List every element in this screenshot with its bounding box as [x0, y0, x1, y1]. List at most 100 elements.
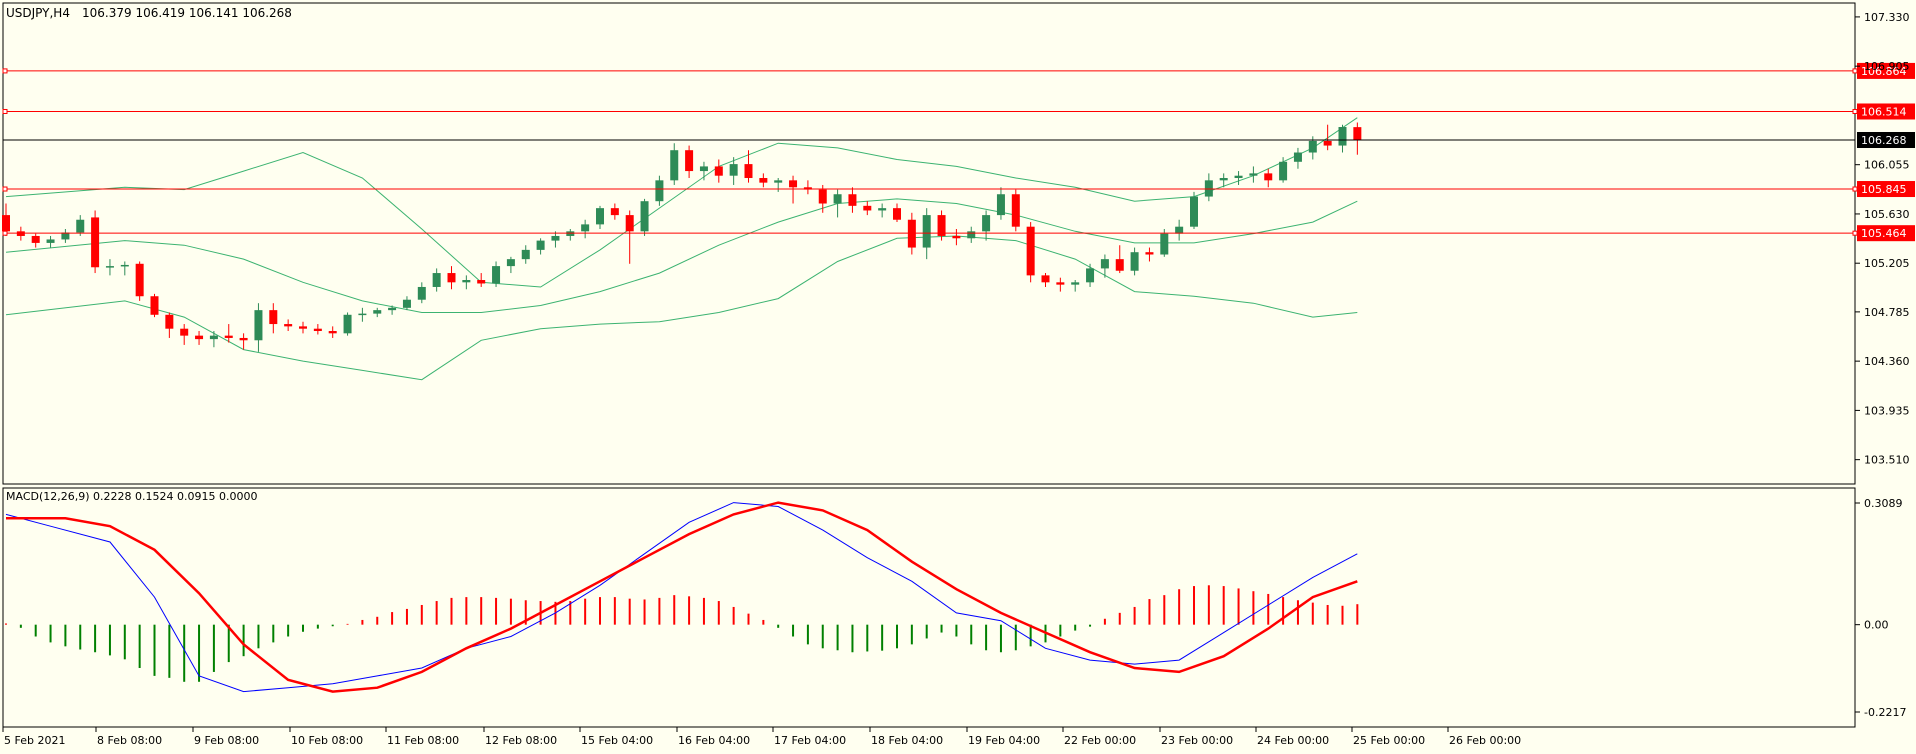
candle: [477, 273, 486, 287]
candle: [2, 203, 10, 236]
level-anchor[interactable]: [1852, 108, 1858, 114]
candle: [1056, 277, 1065, 292]
candle-body: [610, 208, 619, 216]
candle-body: [180, 328, 189, 336]
candle: [284, 319, 293, 332]
candle: [299, 321, 307, 334]
candle: [655, 175, 664, 206]
time-tick-label: 11 Feb 08:00: [387, 734, 459, 747]
candle: [1234, 171, 1243, 185]
time-tick-label: 10 Feb 08:00: [291, 734, 363, 747]
candle-body: [2, 215, 10, 232]
level-anchor[interactable]: [2, 108, 8, 114]
candle-body: [893, 208, 901, 220]
candle-body: [447, 273, 456, 283]
candle-body: [759, 178, 768, 183]
candle-body: [91, 217, 100, 268]
candle-body: [506, 259, 515, 267]
level-anchor[interactable]: [1852, 230, 1858, 236]
candle: [937, 210, 946, 241]
candle: [209, 331, 218, 348]
candle: [180, 324, 189, 345]
level-price-label: 106.514: [1861, 105, 1907, 118]
candle: [1279, 157, 1288, 183]
candle-body: [789, 180, 798, 188]
candle-body: [581, 224, 590, 232]
candle: [373, 307, 382, 318]
candle-body: [1204, 180, 1213, 197]
candle-body: [685, 150, 694, 172]
candle: [1338, 124, 1347, 153]
candle-body: [224, 335, 233, 338]
candle-body: [937, 215, 946, 236]
candle: [774, 178, 783, 192]
candle-body: [655, 180, 664, 202]
candle-body: [46, 239, 55, 243]
level-price-label: 106.864: [1861, 65, 1907, 78]
symbol-label: USDJPY,H4: [6, 6, 70, 20]
candle-body: [239, 337, 248, 341]
candle-body: [402, 299, 411, 308]
candle: [358, 307, 367, 322]
time-tick-label: 15 Feb 04:00: [581, 734, 653, 747]
candle: [1145, 247, 1154, 262]
candle: [165, 312, 174, 338]
level-anchor[interactable]: [2, 68, 8, 74]
level-anchor[interactable]: [1852, 68, 1858, 74]
candle-body: [492, 266, 501, 284]
price-tick-label: 104.785: [1864, 306, 1910, 319]
time-tick-label: 17 Feb 04:00: [774, 734, 846, 747]
candle: [1293, 147, 1302, 169]
candle-body: [328, 331, 337, 334]
candle: [848, 187, 857, 213]
candle-body: [1041, 275, 1050, 283]
current-price-label: 106.268: [1861, 134, 1907, 147]
candle: [625, 210, 634, 264]
candle: [343, 312, 352, 336]
candle-body: [284, 324, 293, 327]
candle: [982, 210, 991, 241]
level-anchor[interactable]: [2, 230, 8, 236]
candle-body: [254, 310, 263, 341]
price-tick-label: 103.935: [1864, 404, 1910, 417]
candle-body: [76, 219, 85, 233]
bollinger-middle-band: [5, 198, 1358, 313]
candle-body: [922, 215, 931, 248]
candle-body: [1234, 175, 1243, 179]
macd-panel-frame: [2, 487, 1856, 728]
candle: [536, 238, 545, 255]
candle: [388, 305, 397, 315]
candle-body: [551, 235, 560, 241]
time-tick-label: 12 Feb 08:00: [485, 734, 557, 747]
level-anchor[interactable]: [1852, 186, 1858, 192]
candle-body: [61, 232, 70, 240]
candle-body: [1264, 173, 1273, 181]
candle-body: [1279, 161, 1288, 181]
candle: [462, 275, 471, 290]
candle-body: [1071, 282, 1080, 285]
candle-body: [150, 296, 159, 315]
candle: [803, 180, 812, 195]
candle: [581, 219, 590, 239]
level-price-label: 105.845: [1861, 183, 1907, 196]
candle-body: [596, 208, 604, 225]
price-panel-frame: [2, 2, 1856, 485]
candle-body: [1100, 259, 1109, 269]
candle-body: [31, 235, 40, 243]
candle-body: [625, 215, 634, 232]
price-tick-label: 106.055: [1864, 159, 1910, 172]
candle-body: [640, 201, 649, 232]
macd-tick-label: 0.00: [1864, 619, 1889, 632]
candle: [1204, 173, 1213, 202]
candle-body: [803, 187, 812, 190]
candle-body: [1145, 252, 1154, 255]
candle-body: [120, 264, 129, 267]
time-tick-label: 23 Feb 00:00: [1161, 734, 1233, 747]
level-anchor[interactable]: [2, 186, 8, 192]
candle: [952, 229, 961, 246]
candle: [670, 143, 679, 185]
candle-body: [1190, 196, 1198, 227]
time-tick-label: 24 Feb 00:00: [1257, 734, 1329, 747]
